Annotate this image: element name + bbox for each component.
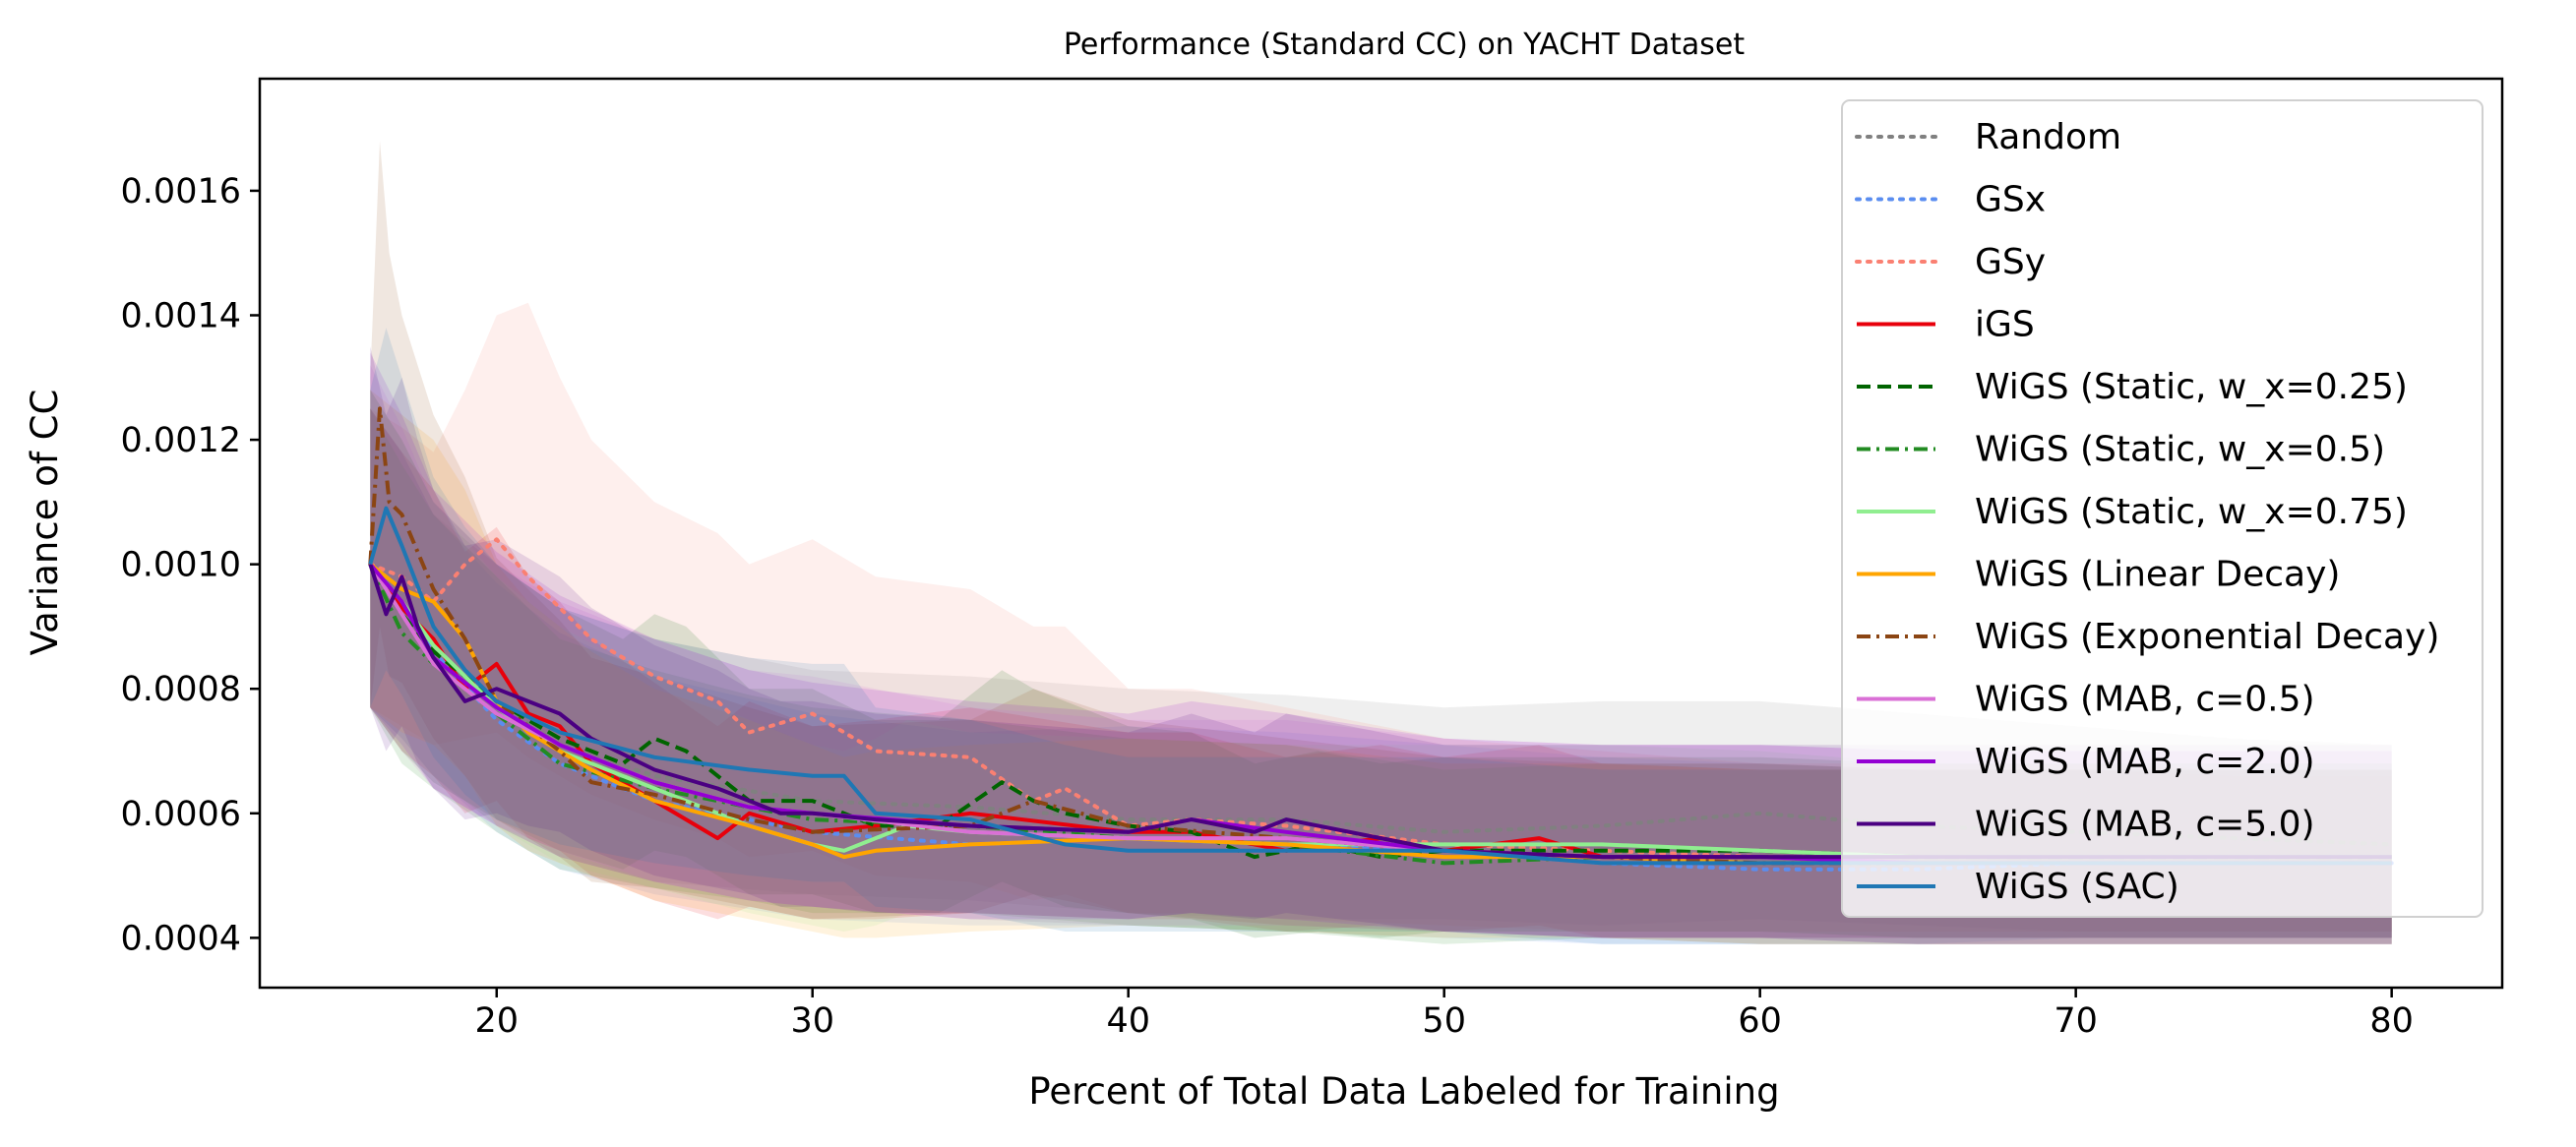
legend-label-random: Random bbox=[1975, 117, 2121, 157]
y-tick-label: 0.0012 bbox=[121, 421, 241, 460]
legend-label-gsy: GSy bbox=[1975, 242, 2046, 282]
legend-label-wigs-mab-c-0-5: WiGS (MAB, c=0.5) bbox=[1975, 680, 2315, 720]
legend-box bbox=[1841, 99, 2484, 918]
x-tick-label: 40 bbox=[1106, 1001, 1150, 1041]
plot-area-frame bbox=[258, 77, 2504, 990]
legend-label-wigs-static-w-x-0-75: WiGS (Static, w_x=0.75) bbox=[1975, 492, 2408, 532]
legend-label-gsx: GSx bbox=[1975, 180, 2046, 220]
legend-label-wigs-static-w-x-0-25: WiGS (Static, w_x=0.25) bbox=[1975, 367, 2408, 407]
y-tick-label: 0.0004 bbox=[121, 919, 241, 958]
y-tick-label: 0.0010 bbox=[121, 546, 241, 585]
line-wigs-sac bbox=[368, 506, 2392, 866]
legend-label-wigs-static-w-x-0-5: WiGS (Static, w_x=0.5) bbox=[1975, 430, 2385, 470]
y-tick-label: 0.0016 bbox=[121, 172, 241, 211]
x-tick-label: 50 bbox=[1422, 1001, 1466, 1041]
x-tick-label: 30 bbox=[790, 1001, 834, 1041]
x-tick-label: 60 bbox=[1738, 1001, 1782, 1041]
legend-label-igs: iGS bbox=[1975, 305, 2035, 345]
y-axis-label: Variance of CC bbox=[24, 390, 66, 656]
legend-label-wigs-linear-decay: WiGS (Linear Decay) bbox=[1975, 555, 2340, 595]
line-wigs-static-w-x-0-5 bbox=[368, 563, 2392, 866]
y-tick-label: 0.0006 bbox=[121, 795, 241, 834]
chart-title: Performance (Standard CC) on YACHT Datas… bbox=[1064, 28, 1745, 62]
x-axis: 20 30 40 50 60 70 80 bbox=[474, 988, 2414, 1041]
line-wigs-mab-c-5-0 bbox=[368, 563, 2392, 860]
band-wigs-exponential-decay bbox=[370, 141, 2392, 944]
x-axis-label: Percent of Total Data Labeled for Traini… bbox=[1028, 1070, 1779, 1113]
line-gsy bbox=[368, 537, 2394, 860]
legend-label-wigs-mab-c-2-0: WiGS (MAB, c=2.0) bbox=[1975, 742, 2315, 782]
series-lines bbox=[368, 406, 2394, 872]
x-tick-label: 80 bbox=[2369, 1001, 2414, 1041]
legend-label-wigs-sac: WiGS (SAC) bbox=[1975, 867, 2179, 907]
x-tick-label: 70 bbox=[2054, 1001, 2098, 1041]
legend-label-wigs-exponential-decay: WiGS (Exponential Decay) bbox=[1975, 617, 2439, 657]
legend: Random GSx GSy iGS WiGS (Static, w_x=0.25) Wi… bbox=[1841, 99, 2484, 918]
y-tick-label: 0.0014 bbox=[121, 296, 241, 335]
x-tick-label: 20 bbox=[474, 1001, 519, 1041]
legend-label-wigs-mab-c-5-0: WiGS (MAB, c=5.0) bbox=[1975, 805, 2315, 845]
y-axis: 0.0004 0.0006 0.0008 0.0010 0.0012 0.0014 0.00… bbox=[121, 172, 260, 958]
line-wigs-static-w-x-0-25 bbox=[368, 563, 2392, 860]
y-tick-label: 0.0008 bbox=[121, 670, 241, 709]
